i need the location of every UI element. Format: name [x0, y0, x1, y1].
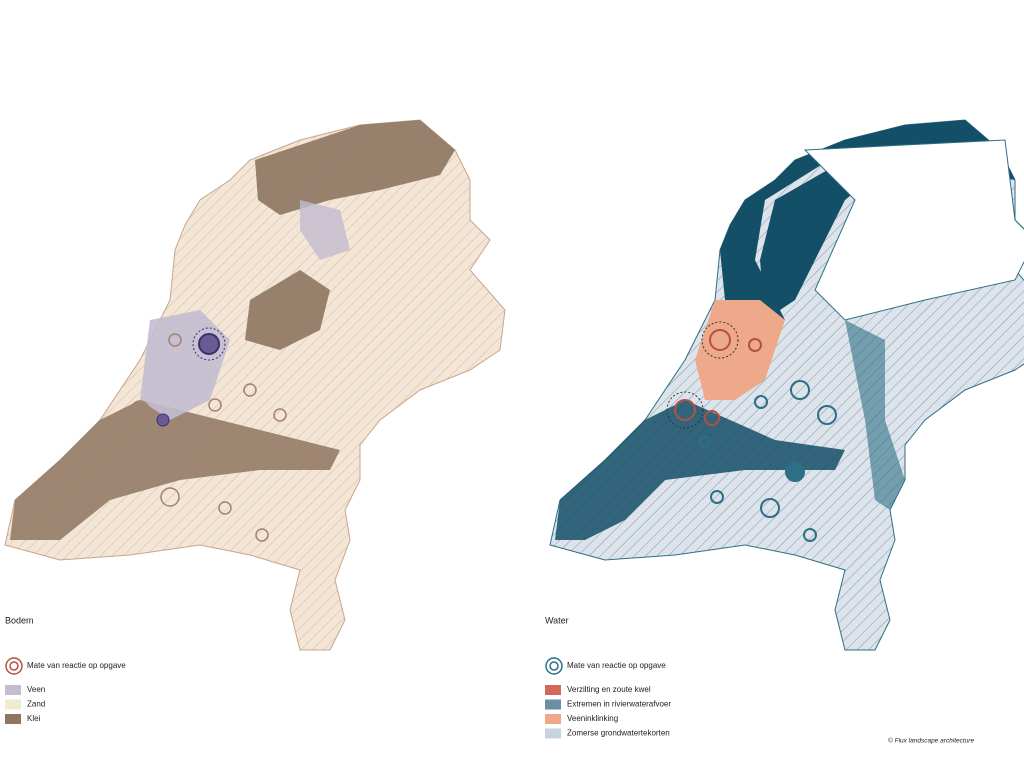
- marker-label: Mate van reactie op opgave: [567, 661, 666, 670]
- legend-swatch: [5, 714, 21, 724]
- legend-swatch: [545, 714, 561, 724]
- legend-swatch: [5, 685, 21, 695]
- marker-icon: [545, 657, 563, 675]
- marker-label: Mate van reactie op opgave: [27, 661, 126, 670]
- legend-label: Veen: [27, 685, 45, 694]
- legend-label: Klei: [27, 714, 41, 723]
- legend-label: Zand: [27, 700, 45, 709]
- legend-label: Extremen in rivierwaterafvoer: [567, 700, 671, 709]
- map-title: Water: [545, 615, 569, 625]
- legend-swatch: [5, 699, 21, 710]
- legend-swatch: [545, 699, 561, 710]
- legends: Bodem Mate van reactie op opgave Veen Zand K…: [5, 615, 671, 739]
- map-water: [549, 119, 1024, 651]
- legend-label: Veeninklinking: [567, 714, 618, 723]
- legend-swatch: [545, 728, 561, 739]
- marker-icon: [9, 661, 19, 671]
- credit: © Flux landscape architecture: [888, 737, 974, 745]
- legend-label: Zomerse grondwatertekorten: [567, 729, 670, 738]
- map-bodem: [4, 119, 506, 651]
- marker-icon: [549, 661, 559, 671]
- marker-icon: [5, 657, 23, 675]
- legend-swatch: [545, 685, 561, 695]
- map-title: Bodem: [5, 615, 34, 625]
- legend-label: Verzilting en zoute kwel: [567, 685, 651, 694]
